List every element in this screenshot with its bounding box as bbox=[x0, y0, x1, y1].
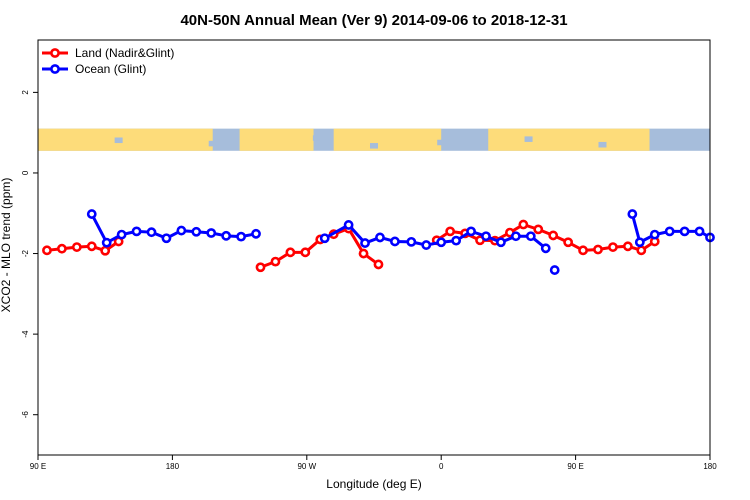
data-point bbox=[161, 233, 172, 244]
map-coast bbox=[208, 140, 217, 147]
series-line bbox=[90, 213, 257, 245]
data-point bbox=[627, 209, 638, 219]
data-point bbox=[390, 236, 400, 247]
map-land bbox=[239, 128, 314, 151]
data-point bbox=[608, 242, 618, 252]
data-point bbox=[593, 244, 603, 255]
data-point bbox=[116, 229, 127, 240]
data-point bbox=[101, 237, 112, 248]
data-point bbox=[421, 240, 432, 250]
data-point bbox=[664, 226, 675, 237]
map-coast bbox=[437, 139, 446, 146]
data-point bbox=[270, 256, 281, 267]
map-coast bbox=[598, 141, 607, 148]
map-coast bbox=[524, 136, 533, 142]
x-tick-label: 90 W bbox=[297, 462, 316, 471]
data-point bbox=[634, 237, 645, 248]
data-point bbox=[549, 265, 560, 275]
legend-marker bbox=[50, 64, 60, 74]
data-point bbox=[533, 224, 544, 235]
data-point bbox=[221, 230, 232, 241]
data-point bbox=[451, 235, 462, 246]
data-point bbox=[206, 228, 217, 238]
data-point bbox=[445, 226, 456, 237]
y-axis: 2 0 -2 -4 -6 bbox=[21, 90, 38, 419]
data-point bbox=[636, 245, 647, 256]
map-coast bbox=[312, 135, 321, 141]
x-tick-label: 90 E bbox=[567, 462, 583, 471]
data-point bbox=[375, 232, 385, 243]
map-coast bbox=[114, 137, 123, 144]
legend: Land (Nadir&Glint) Ocean (Glint) bbox=[42, 46, 174, 76]
data-point bbox=[518, 219, 529, 230]
legend-label: Land (Nadir&Glint) bbox=[75, 46, 174, 60]
data-point bbox=[343, 220, 354, 230]
data-point bbox=[42, 245, 52, 256]
chart-title: 40N-50N Annual Mean (Ver 9) 2014-09-06 t… bbox=[180, 12, 567, 29]
data-point bbox=[56, 243, 67, 254]
data-point bbox=[679, 226, 690, 237]
y-tick-label: 2 bbox=[21, 90, 30, 95]
data-point bbox=[236, 231, 246, 242]
x-axis: 90 E 180 90 W 0 90 E 180 bbox=[30, 455, 717, 471]
data-point bbox=[540, 243, 551, 254]
x-tick-label: 180 bbox=[703, 462, 717, 471]
y-tick-label: 0 bbox=[21, 170, 30, 175]
data-point bbox=[191, 226, 202, 237]
world-map-strip bbox=[38, 128, 710, 151]
series-line bbox=[435, 223, 656, 252]
data-point bbox=[436, 237, 447, 248]
data-point bbox=[694, 226, 705, 237]
map-land bbox=[488, 128, 650, 151]
data-point bbox=[649, 229, 660, 240]
y-axis-label: XCO2 - MLO trend (ppm) bbox=[0, 178, 13, 313]
data-point bbox=[100, 245, 111, 256]
data-point bbox=[406, 236, 417, 247]
series-ocean bbox=[86, 209, 715, 275]
data-point bbox=[496, 237, 506, 248]
data-point bbox=[146, 227, 157, 238]
data-point bbox=[510, 231, 521, 242]
y-tick-label: -2 bbox=[21, 249, 30, 257]
data-point bbox=[86, 241, 97, 252]
data-point bbox=[131, 226, 142, 237]
data-point bbox=[176, 225, 187, 236]
data-point bbox=[358, 248, 369, 259]
data-point bbox=[578, 245, 588, 256]
data-point bbox=[300, 247, 311, 258]
series-layer bbox=[42, 209, 715, 275]
data-point bbox=[525, 231, 536, 242]
x-axis-label: Longitude (deg E) bbox=[326, 477, 421, 491]
legend-marker bbox=[50, 48, 60, 58]
plot-frame bbox=[37, 39, 711, 456]
x-tick-label: 90 E bbox=[30, 462, 46, 471]
data-point bbox=[285, 247, 296, 258]
data-point bbox=[622, 241, 633, 252]
y-tick-label: -4 bbox=[21, 330, 30, 338]
data-point bbox=[71, 242, 82, 252]
data-point bbox=[481, 231, 491, 242]
data-point bbox=[251, 228, 261, 239]
series-land bbox=[42, 219, 660, 273]
y-tick-label: -6 bbox=[21, 411, 30, 419]
x-tick-label: 180 bbox=[166, 462, 180, 471]
map-land bbox=[38, 128, 119, 151]
x-tick-label: 0 bbox=[439, 462, 444, 471]
legend-label: Ocean (Glint) bbox=[75, 62, 146, 76]
data-point bbox=[319, 233, 330, 244]
data-point bbox=[373, 259, 384, 270]
data-point bbox=[548, 230, 559, 241]
map-land bbox=[333, 128, 442, 151]
data-point bbox=[466, 226, 476, 237]
data-point bbox=[563, 237, 574, 248]
map-coast bbox=[370, 143, 378, 149]
data-point bbox=[86, 209, 97, 219]
data-point bbox=[255, 262, 266, 273]
data-point bbox=[360, 238, 370, 248]
map-land bbox=[115, 128, 213, 151]
